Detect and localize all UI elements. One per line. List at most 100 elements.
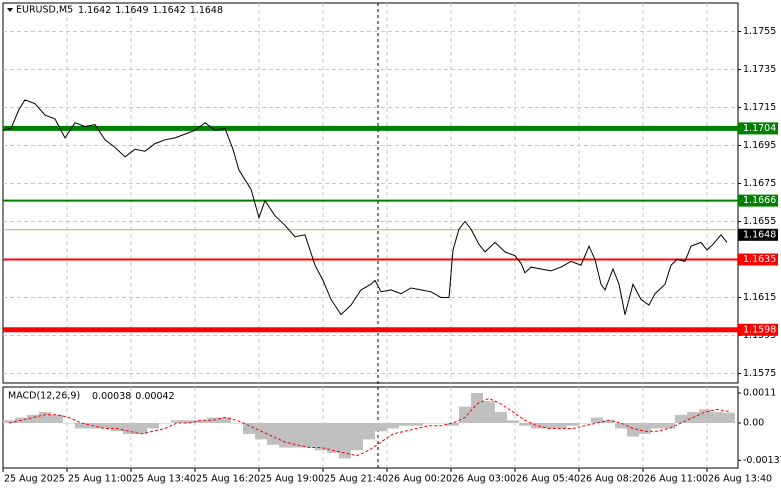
macd-bar	[699, 409, 711, 423]
y-tick-label: 0.00	[743, 418, 764, 429]
macd-bar	[447, 423, 459, 426]
macd-bar	[147, 423, 159, 429]
y-tick-label: 1.1735	[743, 64, 776, 75]
macd-bar	[471, 393, 483, 423]
y-tick-label: 1.1755	[743, 26, 776, 37]
macd-bar	[459, 406, 471, 423]
macd-bar	[555, 423, 567, 429]
x-tick-label: 26 Aug 05:40	[516, 474, 580, 485]
macd-bar	[531, 423, 543, 429]
macd-bar	[675, 414, 687, 423]
macd-bar	[567, 423, 579, 426]
ohlc-value: 1.1642	[153, 5, 186, 16]
macd-bar	[519, 423, 531, 426]
macd-bar	[267, 423, 279, 445]
macd-bar	[171, 420, 183, 423]
level-label: 1.1635	[743, 254, 776, 265]
macd-bar	[123, 423, 135, 434]
x-tick-label: 26 Aug 08:20	[580, 474, 644, 485]
macd-bar	[279, 423, 291, 448]
macd-bar	[99, 423, 111, 429]
current-price-label: 1.1648	[743, 229, 776, 240]
macd-bar	[3, 420, 15, 423]
x-tick-label: 25 Aug 16:20	[196, 474, 260, 485]
x-tick-label: 26 Aug 03:00	[452, 474, 516, 485]
macd-bar	[303, 423, 315, 448]
macd-bar	[579, 423, 591, 424]
current-price-label-bg	[738, 228, 778, 241]
macd-bar	[363, 423, 375, 440]
x-tick-label: 25 Aug 13:40	[132, 474, 196, 485]
macd-bar	[543, 423, 555, 429]
level-label-bg	[738, 122, 778, 135]
macd-bar	[291, 423, 303, 448]
macd-bar	[375, 423, 387, 432]
y-tick-label: 1.1655	[743, 216, 776, 227]
macd-bar	[711, 412, 723, 423]
menu-arrow	[7, 8, 13, 12]
macd-bar	[723, 412, 735, 423]
macd-bar	[603, 420, 615, 423]
macd-bar	[507, 420, 519, 423]
macd-bar	[183, 420, 195, 423]
macd-bar	[327, 423, 339, 453]
level-label: 1.1704	[743, 123, 776, 134]
x-tick-label: 25 Aug 19:00	[260, 474, 324, 485]
macd-bar	[207, 417, 219, 423]
macd-bar	[195, 420, 207, 423]
x-tick-label: 25 Aug 11:00	[68, 474, 132, 485]
x-tick-label: 25 Aug 21:40	[324, 474, 388, 485]
macd-bar	[351, 423, 363, 451]
macd-bar	[159, 423, 171, 424]
ohlc-value: 1.1648	[190, 5, 223, 16]
macd-bar	[39, 412, 51, 423]
macd-bar	[399, 423, 411, 426]
level-label-bg	[738, 194, 778, 207]
level-label-bg	[738, 253, 778, 266]
macd-bar	[639, 423, 651, 434]
ohlc-value: 1.1642	[78, 5, 111, 16]
macd-bar	[219, 417, 231, 423]
macd-value: 0.00038	[92, 391, 131, 402]
macd-readout: 0.00038 0.00042	[92, 391, 175, 402]
y-tick-label: 1.1675	[743, 178, 776, 189]
macd-title: MACD(12,26,9)	[8, 391, 80, 402]
macd-bar	[495, 412, 507, 423]
y-tick-label: 1.1575	[743, 368, 776, 379]
level-label-bg	[738, 323, 778, 336]
macd-bar	[339, 423, 351, 459]
macd-bar	[591, 417, 603, 423]
macd-bar	[483, 401, 495, 423]
macd-bar	[111, 423, 123, 432]
ohlc-readout: 1.1642 1.1649 1.1642 1.1648	[78, 5, 223, 16]
macd-bar	[663, 423, 675, 429]
y-tick-label: 0.0011	[743, 388, 776, 399]
macd-bar	[63, 423, 75, 424]
ohlc-value: 1.1649	[115, 5, 148, 16]
level-label: 1.1598	[743, 324, 776, 335]
x-tick-label: 25 Aug 2025	[4, 474, 65, 485]
x-tick-label: 26 Aug 11:00	[644, 474, 708, 485]
signal-line	[8, 397, 730, 457]
y-tick-label: 1.1695	[743, 140, 776, 151]
macd-bar	[243, 423, 255, 434]
x-tick-label: 26 Aug 13:40	[708, 474, 772, 485]
price-line	[2, 99, 728, 316]
level-label: 1.1666	[743, 195, 776, 206]
macd-bar	[231, 423, 243, 424]
macd-bar	[411, 423, 423, 426]
macd-bar	[651, 423, 663, 429]
macd-bar	[135, 423, 147, 434]
y-tick-label: 1.1615	[743, 292, 776, 303]
macd-bar	[315, 423, 327, 451]
macd-bar	[387, 423, 399, 429]
y-tick-label: -0.00137	[743, 455, 781, 466]
macd-bar	[615, 423, 627, 429]
y-tick-label: 1.1715	[743, 102, 776, 113]
macd-bar	[27, 414, 39, 423]
macd-bar	[627, 423, 639, 437]
main-panel	[2, 2, 739, 384]
macd-value: 0.00042	[135, 391, 174, 402]
macd-bar	[435, 423, 447, 424]
